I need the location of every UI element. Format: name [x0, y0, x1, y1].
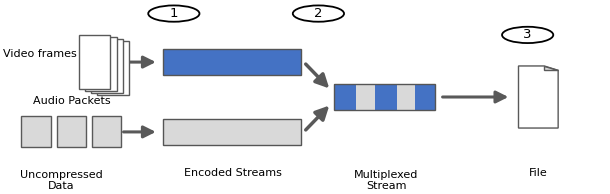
- Text: Encoded Streams: Encoded Streams: [184, 168, 282, 178]
- FancyBboxPatch shape: [97, 41, 129, 95]
- FancyBboxPatch shape: [79, 35, 110, 89]
- Polygon shape: [518, 66, 558, 128]
- FancyBboxPatch shape: [163, 119, 301, 145]
- FancyBboxPatch shape: [21, 116, 51, 147]
- Text: File: File: [529, 168, 548, 178]
- Text: 1: 1: [170, 7, 178, 20]
- FancyBboxPatch shape: [356, 84, 375, 110]
- FancyBboxPatch shape: [85, 37, 117, 91]
- FancyBboxPatch shape: [163, 49, 301, 75]
- Text: Uncompressed
Data: Uncompressed Data: [20, 170, 102, 191]
- Text: Audio Packets: Audio Packets: [32, 96, 110, 106]
- Text: Multiplexed
Stream: Multiplexed Stream: [354, 170, 418, 191]
- FancyBboxPatch shape: [57, 116, 86, 147]
- Polygon shape: [544, 66, 558, 70]
- FancyBboxPatch shape: [415, 84, 435, 110]
- Text: Video frames: Video frames: [3, 49, 77, 59]
- FancyBboxPatch shape: [375, 84, 397, 110]
- FancyBboxPatch shape: [92, 116, 121, 147]
- Text: 3: 3: [523, 28, 532, 42]
- FancyBboxPatch shape: [396, 84, 415, 110]
- FancyBboxPatch shape: [334, 84, 356, 110]
- FancyBboxPatch shape: [91, 39, 123, 93]
- Text: 2: 2: [314, 7, 323, 20]
